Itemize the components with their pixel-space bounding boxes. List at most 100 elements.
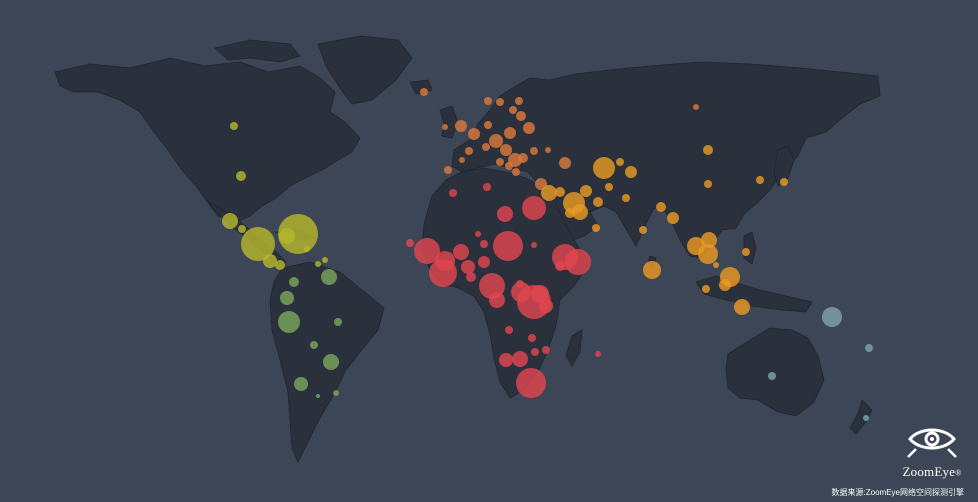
registered-mark: ® [955, 468, 962, 478]
bubble-south-america-18 [323, 354, 339, 370]
southeast-asia-islands [695, 275, 813, 313]
bubble-south-america-13 [289, 277, 299, 287]
bubble-africa-91 [493, 231, 523, 261]
bubble-oceania-115 [865, 344, 873, 352]
bubble-asia-54 [580, 185, 592, 197]
bubble-europe-32 [489, 134, 503, 148]
new-zealand-landmass [849, 399, 873, 435]
bubble-africa-111 [595, 351, 601, 357]
bubble-central-america-9 [304, 246, 310, 252]
bubble-central-america-10 [315, 261, 321, 267]
bubble-south-america-14 [280, 291, 294, 305]
bubble-central-america-11 [322, 257, 328, 263]
bubble-africa-106 [531, 348, 539, 356]
bubble-asia-60 [593, 197, 603, 207]
bubble-africa-107 [542, 346, 550, 354]
bubble-europe-47 [459, 157, 465, 163]
greenland-landmass [317, 35, 413, 105]
bubble-africa-108 [499, 353, 513, 367]
bubble-central-america-3 [238, 225, 246, 233]
bubble-africa-103 [466, 272, 476, 282]
bubble-africa-81 [483, 183, 491, 191]
bubble-africa-104 [505, 326, 513, 334]
philippines-islands [743, 231, 757, 265]
bubble-europe-27 [496, 98, 504, 106]
bubble-asia-76 [719, 279, 731, 291]
bubble-south-america-21 [316, 394, 320, 398]
bubble-central-america-6 [279, 228, 295, 244]
bubble-europe-23 [442, 124, 448, 130]
bubble-africa-89 [461, 260, 475, 274]
bubble-asia-58 [541, 185, 557, 201]
bubble-south-america-20 [333, 390, 339, 396]
bubble-europe-46 [512, 168, 520, 176]
bubble-south-america-16 [334, 318, 342, 326]
australia-landmass [725, 327, 825, 417]
bubble-asia-57 [565, 208, 575, 218]
bubble-asia-52 [616, 158, 624, 166]
logo-name: ZoomEye [902, 464, 956, 479]
bubble-oceania-114 [822, 307, 842, 327]
bubble-africa-94 [489, 292, 505, 308]
bubble-africa-109 [512, 351, 528, 367]
data-source-credit: 数据来源:ZoomEye网络空间探测引擎 [831, 488, 964, 497]
bubble-africa-84 [406, 239, 414, 247]
bubble-africa-102 [531, 242, 537, 248]
bubble-asia-62 [592, 224, 600, 232]
bubble-oceania-117 [863, 415, 869, 421]
bubble-asia-50 [593, 157, 615, 179]
bubble-africa-113 [475, 231, 481, 237]
bubble-asia-65 [639, 226, 647, 234]
arctic-islands [214, 39, 301, 63]
bubble-europe-42 [559, 157, 571, 169]
bubble-asia-77 [742, 248, 750, 256]
country-bubbles [222, 88, 873, 421]
bubble-europe-28 [515, 97, 523, 105]
bubble-asia-51 [625, 166, 637, 178]
bubble-asia-53 [605, 183, 613, 191]
bubble-asia-68 [756, 176, 764, 184]
bubble-europe-22 [420, 88, 428, 96]
bubble-europe-35 [518, 153, 528, 163]
bubble-europe-45 [505, 162, 513, 170]
bubble-south-america-17 [310, 341, 318, 349]
bubble-europe-36 [530, 147, 538, 155]
bubble-europe-39 [482, 143, 490, 151]
bubble-africa-112 [516, 280, 524, 288]
bubble-europe-29 [516, 111, 526, 121]
bubble-africa-80 [449, 189, 457, 197]
land-masses [54, 35, 881, 463]
bubble-africa-90 [480, 240, 488, 248]
bubble-asia-73 [713, 262, 719, 268]
bubble-south-america-15 [278, 311, 300, 333]
bubble-africa-105 [528, 334, 536, 342]
bubble-asia-71 [701, 232, 717, 248]
bubble-central-america-4 [241, 227, 275, 261]
bubble-asia-78 [734, 299, 750, 315]
bubble-europe-44 [509, 106, 517, 114]
bubble-europe-26 [484, 97, 492, 105]
bubble-south-america-12 [321, 269, 337, 285]
bubble-central-america-0 [230, 122, 238, 130]
bubble-africa-82 [522, 196, 546, 220]
bubble-europe-37 [465, 147, 473, 155]
bubble-europe-43 [545, 147, 551, 153]
bubble-europe-24 [455, 120, 467, 132]
bubble-europe-48 [693, 104, 699, 110]
bubble-central-america-5 [278, 214, 318, 254]
bubble-africa-83 [497, 206, 513, 222]
madagascar-landmass [565, 329, 583, 367]
japan-landmass [773, 145, 795, 187]
bubble-africa-87 [453, 244, 469, 260]
bubble-africa-88 [429, 259, 457, 287]
bubble-asia-67 [704, 180, 712, 188]
bubble-south-america-19 [294, 377, 308, 391]
bubble-europe-30 [523, 122, 535, 134]
bubble-europe-41 [484, 121, 492, 129]
bubble-europe-38 [444, 166, 452, 174]
bubble-oceania-116 [768, 372, 776, 380]
bubble-africa-100 [565, 249, 591, 275]
bubble-central-america-7 [263, 254, 277, 268]
bubble-asia-64 [667, 212, 679, 224]
